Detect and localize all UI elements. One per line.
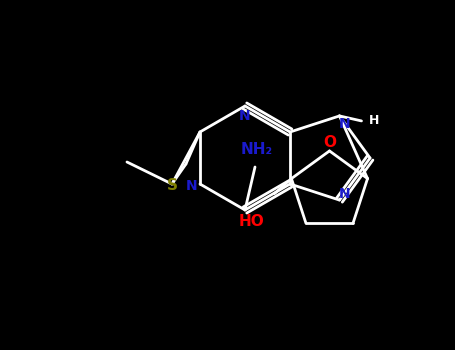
Text: S: S xyxy=(167,178,177,194)
Text: N: N xyxy=(186,179,198,193)
Text: N: N xyxy=(239,109,251,123)
Text: HO: HO xyxy=(238,214,264,229)
Text: H: H xyxy=(369,114,379,127)
Text: O: O xyxy=(323,135,336,150)
Text: N: N xyxy=(339,187,350,201)
Text: NH₂: NH₂ xyxy=(241,142,273,158)
Text: N: N xyxy=(339,117,350,131)
